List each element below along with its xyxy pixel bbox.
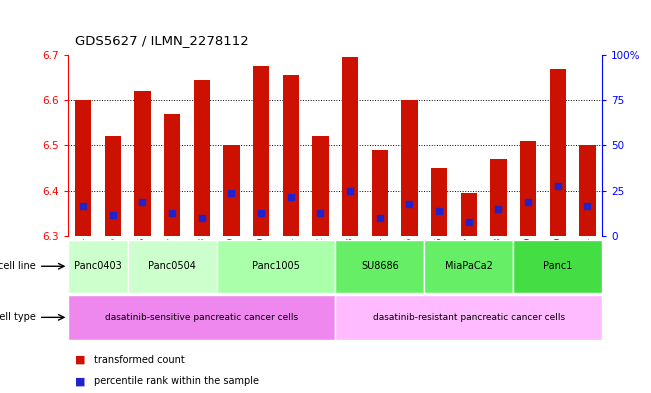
Text: percentile rank within the sample: percentile rank within the sample: [94, 376, 259, 386]
Bar: [335, 295, 602, 340]
Bar: [335, 240, 424, 293]
Bar: [372, 150, 388, 236]
Bar: [134, 91, 150, 236]
Text: dasatinib-resistant pancreatic cancer cells: dasatinib-resistant pancreatic cancer ce…: [372, 313, 565, 322]
Bar: [68, 240, 128, 293]
Point: [374, 215, 385, 221]
Bar: [312, 136, 329, 236]
Text: Panc1005: Panc1005: [252, 261, 300, 271]
Point: [434, 208, 444, 214]
Point: [78, 203, 89, 209]
Point: [167, 210, 177, 217]
Point: [107, 212, 118, 219]
Bar: [283, 75, 299, 236]
Bar: [217, 240, 335, 293]
Point: [582, 203, 592, 209]
Bar: [513, 240, 602, 293]
Bar: [75, 100, 91, 236]
Text: ■: ■: [75, 354, 85, 365]
Bar: [68, 295, 335, 340]
Point: [197, 215, 207, 221]
Bar: [105, 136, 121, 236]
Point: [404, 201, 415, 208]
Bar: [520, 141, 536, 236]
Text: ■: ■: [75, 376, 85, 386]
Bar: [193, 80, 210, 236]
Text: SU8686: SU8686: [361, 261, 398, 271]
Bar: [164, 114, 180, 236]
Bar: [253, 66, 270, 236]
Point: [553, 183, 563, 189]
Bar: [401, 100, 417, 236]
Bar: [579, 145, 596, 236]
Text: Panc0504: Panc0504: [148, 261, 196, 271]
Bar: [342, 57, 358, 236]
Bar: [128, 240, 217, 293]
Text: transformed count: transformed count: [94, 354, 185, 365]
Text: Panc0403: Panc0403: [74, 261, 122, 271]
Point: [345, 187, 355, 194]
Bar: [431, 168, 447, 236]
Text: GDS5627 / ILMN_2278112: GDS5627 / ILMN_2278112: [75, 34, 249, 47]
Text: cell type: cell type: [0, 312, 36, 322]
Text: Panc1: Panc1: [543, 261, 572, 271]
Bar: [460, 193, 477, 236]
Point: [286, 194, 296, 200]
Point: [493, 206, 504, 212]
Point: [523, 199, 533, 205]
Bar: [424, 240, 513, 293]
Bar: [223, 145, 240, 236]
Bar: [549, 69, 566, 236]
Text: cell line: cell line: [0, 261, 36, 271]
Point: [315, 210, 326, 217]
Point: [137, 199, 148, 205]
Point: [464, 219, 474, 226]
Text: dasatinib-sensitive pancreatic cancer cells: dasatinib-sensitive pancreatic cancer ce…: [105, 313, 298, 322]
Text: MiaPaCa2: MiaPaCa2: [445, 261, 493, 271]
Point: [256, 210, 266, 217]
Bar: [490, 159, 506, 236]
Point: [227, 190, 237, 196]
